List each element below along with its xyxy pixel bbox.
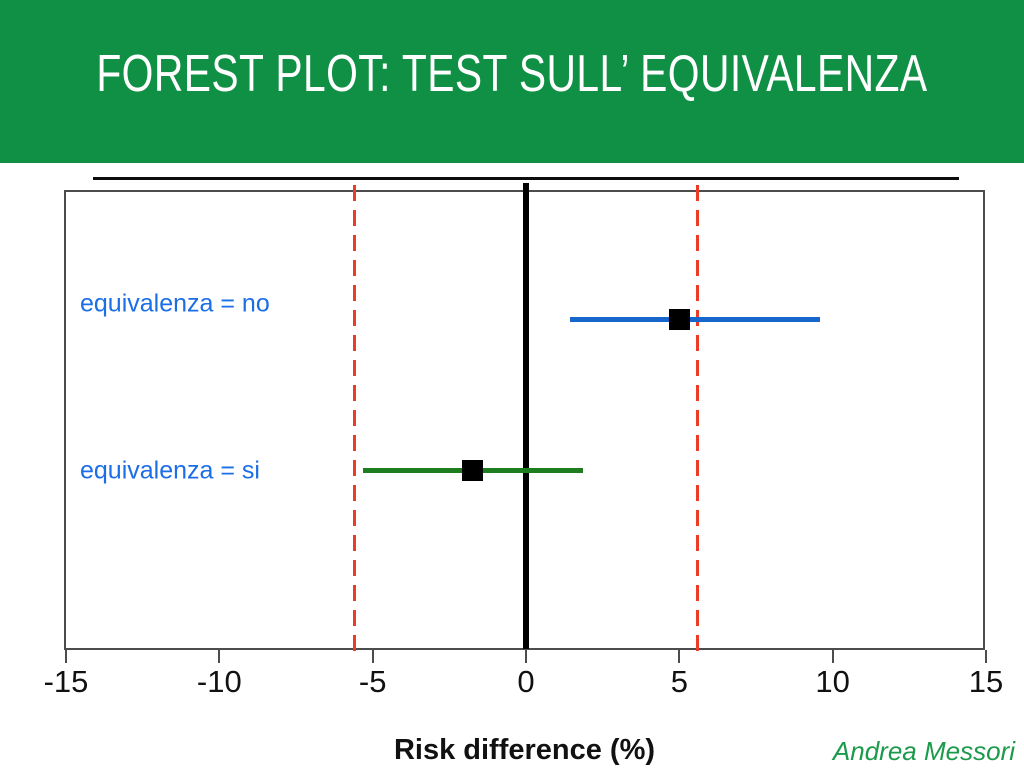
x-tick-label: -10 [196, 664, 242, 699]
x-tick [65, 650, 67, 663]
x-tick [678, 650, 681, 663]
x-tick-label: 0 [517, 664, 535, 699]
equivalence-margin-line [352, 185, 356, 652]
slide-title: FOREST PLOT: TEST SULL’ EQUIVALENZA [96, 45, 928, 104]
x-tick-label: 10 [815, 664, 850, 699]
point-estimate-marker [668, 308, 690, 330]
x-axis-title: Risk difference (%) [393, 734, 656, 766]
slide-header: FOREST PLOT: TEST SULL’ EQUIVALENZA [0, 0, 1024, 163]
header-underline [93, 177, 959, 180]
zero-reference-line [523, 183, 529, 649]
x-tick [218, 650, 221, 663]
x-tick [371, 650, 374, 663]
x-tick-label: -15 [43, 664, 89, 699]
author-credit: Andrea Messori [832, 736, 1015, 766]
series-row-label: equivalenza = si [80, 456, 260, 485]
point-estimate-marker [461, 459, 483, 481]
x-tick-label: 5 [670, 664, 688, 699]
series-row-label: equivalenza = no [80, 289, 270, 318]
equivalence-margin-line [696, 185, 700, 652]
forest-plot-area: equivalenza = no equivalenza = si -15 -10 -5… [44, 183, 1003, 697]
x-tick [985, 650, 987, 663]
x-tick [831, 650, 834, 663]
x-tick-label: 15 [968, 664, 1004, 699]
confidence-interval-line [570, 316, 821, 322]
x-tick-label: -5 [358, 664, 387, 699]
x-tick [525, 650, 527, 663]
